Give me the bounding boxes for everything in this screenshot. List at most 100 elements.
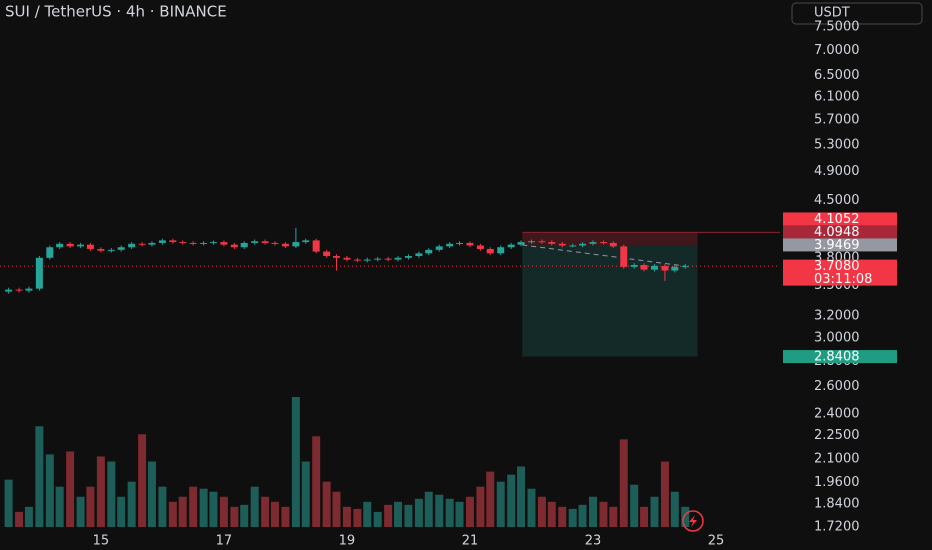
price-countdown: 03:11:08 (814, 272, 872, 287)
candle-body (476, 245, 484, 249)
candle-body (107, 249, 115, 251)
candle-body (332, 256, 340, 258)
volume-bar (588, 496, 597, 527)
candle-body (323, 251, 331, 257)
volume-bar (353, 508, 362, 527)
volume-bar (86, 486, 95, 527)
price-label: 2.8408 (814, 350, 860, 365)
currency-label[interactable]: USDT (814, 6, 850, 21)
y-tick-label: 3.0000 (814, 331, 860, 346)
volume-bar (393, 501, 402, 527)
volume-bar (630, 484, 639, 527)
volume-bar (373, 511, 382, 527)
candle-body (25, 288, 33, 291)
volume-bar (445, 498, 454, 527)
candle-body (158, 240, 166, 243)
price-label-box (783, 238, 897, 252)
volume-bar (219, 496, 228, 527)
volume-bar (384, 504, 393, 527)
alert-circle[interactable] (682, 510, 704, 532)
volume-bar (568, 508, 577, 527)
candle-body (620, 246, 628, 267)
candle-body (251, 241, 259, 243)
volume-bar (404, 504, 413, 527)
y-tick-label: 1.7200 (814, 519, 860, 534)
volume-bar (240, 504, 249, 527)
y-tick-label: 2.6000 (814, 379, 860, 394)
y-tick-label: 7.0000 (814, 43, 860, 58)
candle-body (466, 242, 474, 246)
candle-body (446, 243, 454, 247)
volume-bar (363, 501, 372, 527)
candle-body (292, 242, 300, 247)
y-tick-label: 2.4000 (814, 406, 860, 421)
volume-bar (178, 496, 187, 527)
price-label-box (783, 350, 897, 364)
candle-body (128, 243, 136, 248)
candle-body (671, 266, 679, 271)
volume-bar (15, 511, 24, 527)
candle-body (651, 265, 659, 270)
candle-body (169, 240, 177, 243)
candle-body (271, 242, 279, 244)
candle-body (179, 242, 187, 244)
position-path (522, 244, 686, 267)
volume-bar (230, 506, 239, 527)
candle-body (209, 242, 217, 244)
volume-bar (660, 461, 669, 527)
candle-body (220, 242, 228, 245)
candle-body (86, 244, 94, 249)
volume-bar (507, 474, 516, 527)
volume-bar (158, 486, 167, 527)
volume-bar (681, 506, 690, 527)
candle-body (230, 244, 238, 248)
x-tick-label: 17 (216, 534, 233, 549)
candle-body (148, 242, 156, 245)
volume-bar (312, 436, 321, 527)
candle-body (497, 247, 505, 254)
volume-bar (24, 506, 33, 527)
candle-body (281, 243, 289, 247)
volume-bar (599, 501, 608, 527)
volume-bar (189, 486, 198, 527)
candle-body (312, 240, 320, 252)
volume-bar (640, 506, 649, 527)
candle-body (538, 241, 546, 243)
y-tick-label: 1.8400 (814, 497, 860, 512)
candle-body (456, 242, 464, 244)
volume-bar (465, 496, 474, 527)
volume-bar (138, 434, 147, 527)
y-tick-label: 6.5000 (814, 68, 860, 83)
candle-body (261, 241, 269, 243)
alert-bolt[interactable] (689, 515, 697, 527)
volume-bar (147, 461, 156, 527)
candle-body (527, 241, 535, 243)
volume-bar (609, 506, 618, 527)
candle-body (415, 253, 423, 257)
y-tick-label: 3.2000 (814, 309, 860, 324)
candle-body (589, 242, 597, 244)
candle-body (15, 289, 23, 291)
price-label: 4.1052 (814, 212, 860, 227)
candle-body (56, 243, 64, 248)
candle-body (517, 242, 525, 245)
candle-body (77, 244, 85, 247)
y-tick-label: 7.5000 (814, 19, 860, 34)
volume-bar (670, 491, 679, 527)
volume-bar (455, 501, 464, 527)
candle-body (640, 265, 648, 270)
candle-body (302, 240, 310, 243)
candle-body (189, 242, 197, 244)
currency-button[interactable] (791, 2, 923, 25)
chart-title: SUI / TetherUS · 4h · BINANCE (5, 3, 227, 21)
candle-body (579, 243, 587, 246)
volume-bar (270, 501, 279, 527)
candle-body (558, 243, 566, 246)
volume-bar (332, 491, 341, 527)
x-tick-label: 23 (585, 534, 602, 549)
volume-bar (199, 488, 208, 527)
alert-icon[interactable] (682, 510, 704, 532)
volume-bar (107, 461, 116, 527)
x-tick-label: 21 (462, 534, 479, 549)
